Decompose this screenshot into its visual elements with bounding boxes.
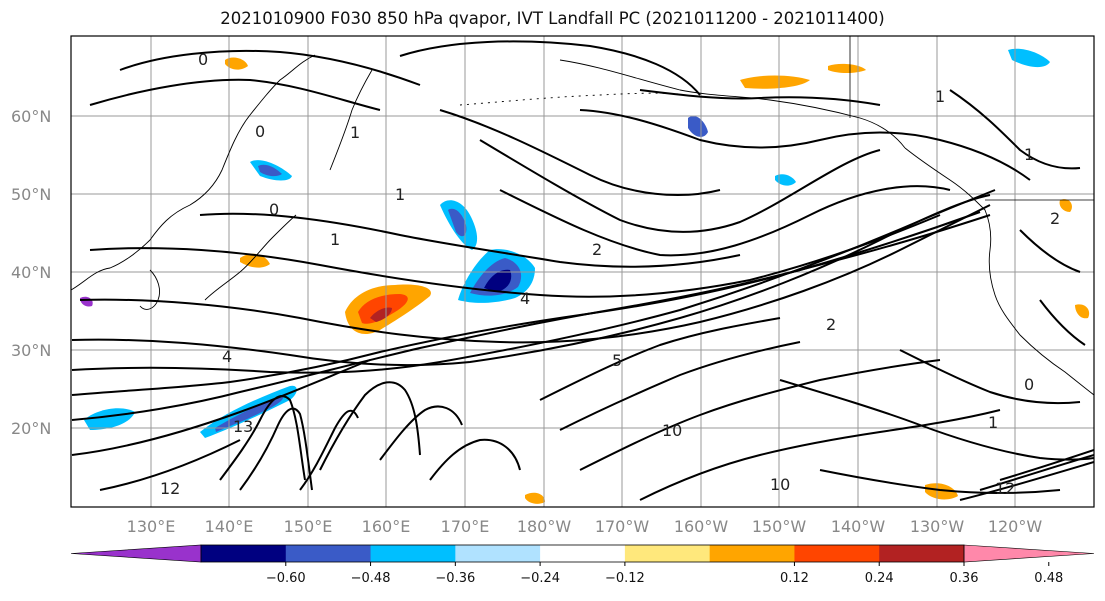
colorbar-segment <box>455 545 541 562</box>
aleutian-islands <box>459 92 681 106</box>
lon-label: 150°W <box>752 517 807 536</box>
lon-label: 130°W <box>910 517 965 536</box>
contour-label: 5 <box>612 351 622 370</box>
colorbar-segment <box>540 545 626 562</box>
contour-label: 1 <box>330 230 340 249</box>
contour-label: 12 <box>995 479 1015 498</box>
contour-label: 13 <box>233 417 253 436</box>
lon-label: 140°W <box>831 517 886 536</box>
lon-label: 120°W <box>988 517 1043 536</box>
contour-label: 10 <box>770 475 790 494</box>
colorbar-tick-label: 0.12 <box>780 571 809 586</box>
lon-label: 150°E <box>284 517 333 536</box>
asia-coastline <box>71 54 316 291</box>
colorbar-tick-label: −0.60 <box>266 571 306 586</box>
colorbar-segment <box>879 545 965 562</box>
colorbar: −0.60 −0.48 −0.36 −0.24 −0.12 0.12 0.24 0.36 0.4… <box>70 544 1095 586</box>
contour-label: 0 <box>1024 375 1034 394</box>
lat-label: 20°N <box>11 419 51 438</box>
north-america-coastline <box>904 147 1094 396</box>
colorbar-tick-label: 0.24 <box>865 571 894 586</box>
contour-label: 0 <box>255 122 265 141</box>
colorbar-segment <box>709 545 795 562</box>
lat-label: 40°N <box>11 263 51 282</box>
colorbar-segment <box>624 545 711 562</box>
coastlines <box>71 36 1094 396</box>
contour-label: 4 <box>222 347 232 366</box>
contour-label: 12 <box>160 479 180 498</box>
lat-label: 50°N <box>11 185 51 204</box>
lat-label: 30°N <box>11 341 51 360</box>
colorbar-segment <box>370 545 456 562</box>
colorbar-tick-label: −0.36 <box>435 571 475 586</box>
lon-label: 160°W <box>674 517 729 536</box>
colorbar-segment <box>794 545 880 562</box>
contour-label: 1 <box>935 87 945 106</box>
lon-label: 170°E <box>441 517 490 536</box>
lon-label: 140°E <box>205 517 254 536</box>
colorbar-tick-label: −0.12 <box>605 571 645 586</box>
contour-label: 1 <box>395 185 405 204</box>
contour-label: 10 <box>662 421 682 440</box>
lat-label: 60°N <box>11 107 51 126</box>
colorbar-tick-label: −0.48 <box>351 571 391 586</box>
colorbar-outline <box>200 544 965 563</box>
contour-label: 0 <box>198 50 208 69</box>
lon-label: 180°W <box>517 517 572 536</box>
map-frame <box>70 35 1095 508</box>
contour-label: 1 <box>350 123 360 142</box>
colorbar-tick-label: 0.36 <box>950 571 979 586</box>
colorbar-tick-label: 0.48 <box>1034 571 1063 586</box>
kamchatka-coastline <box>329 69 373 171</box>
lon-label: 130°E <box>127 517 176 536</box>
korea-coastline <box>139 269 161 310</box>
latitude-labels: 60°N 50°N 40°N 30°N 20°N <box>11 107 51 438</box>
lon-label: 170°W <box>595 517 650 536</box>
colorbar-tick-label: −0.24 <box>520 571 560 586</box>
colorbar-extend-high <box>963 544 1095 563</box>
graticule <box>71 36 1094 507</box>
contour-label: 1 <box>1024 145 1034 164</box>
colorbar-segment <box>285 545 372 562</box>
colorbar-segment <box>201 545 287 562</box>
contour-label: 0 <box>269 200 279 219</box>
map-title: 2021010900 F030 850 hPa qvapor, IVT Land… <box>220 9 885 28</box>
contour-label: 2 <box>826 315 836 334</box>
contour-label: 2 <box>592 240 602 259</box>
ivt-contours <box>71 40 1094 501</box>
colorbar-extend-low <box>70 544 202 563</box>
longitude-labels: 130°E 140°E 150°E 160°E 170°E 180°W 170°… <box>127 517 1043 536</box>
contour-label: 2 <box>1050 209 1060 228</box>
contour-labels: 0 0 0 1 1 1 1 2 2 2 4 4 5 13 10 10 12 12… <box>160 50 1060 498</box>
lon-label: 160°E <box>362 517 411 536</box>
contour-label: 1 <box>988 413 998 432</box>
contour-label: 4 <box>520 289 530 308</box>
